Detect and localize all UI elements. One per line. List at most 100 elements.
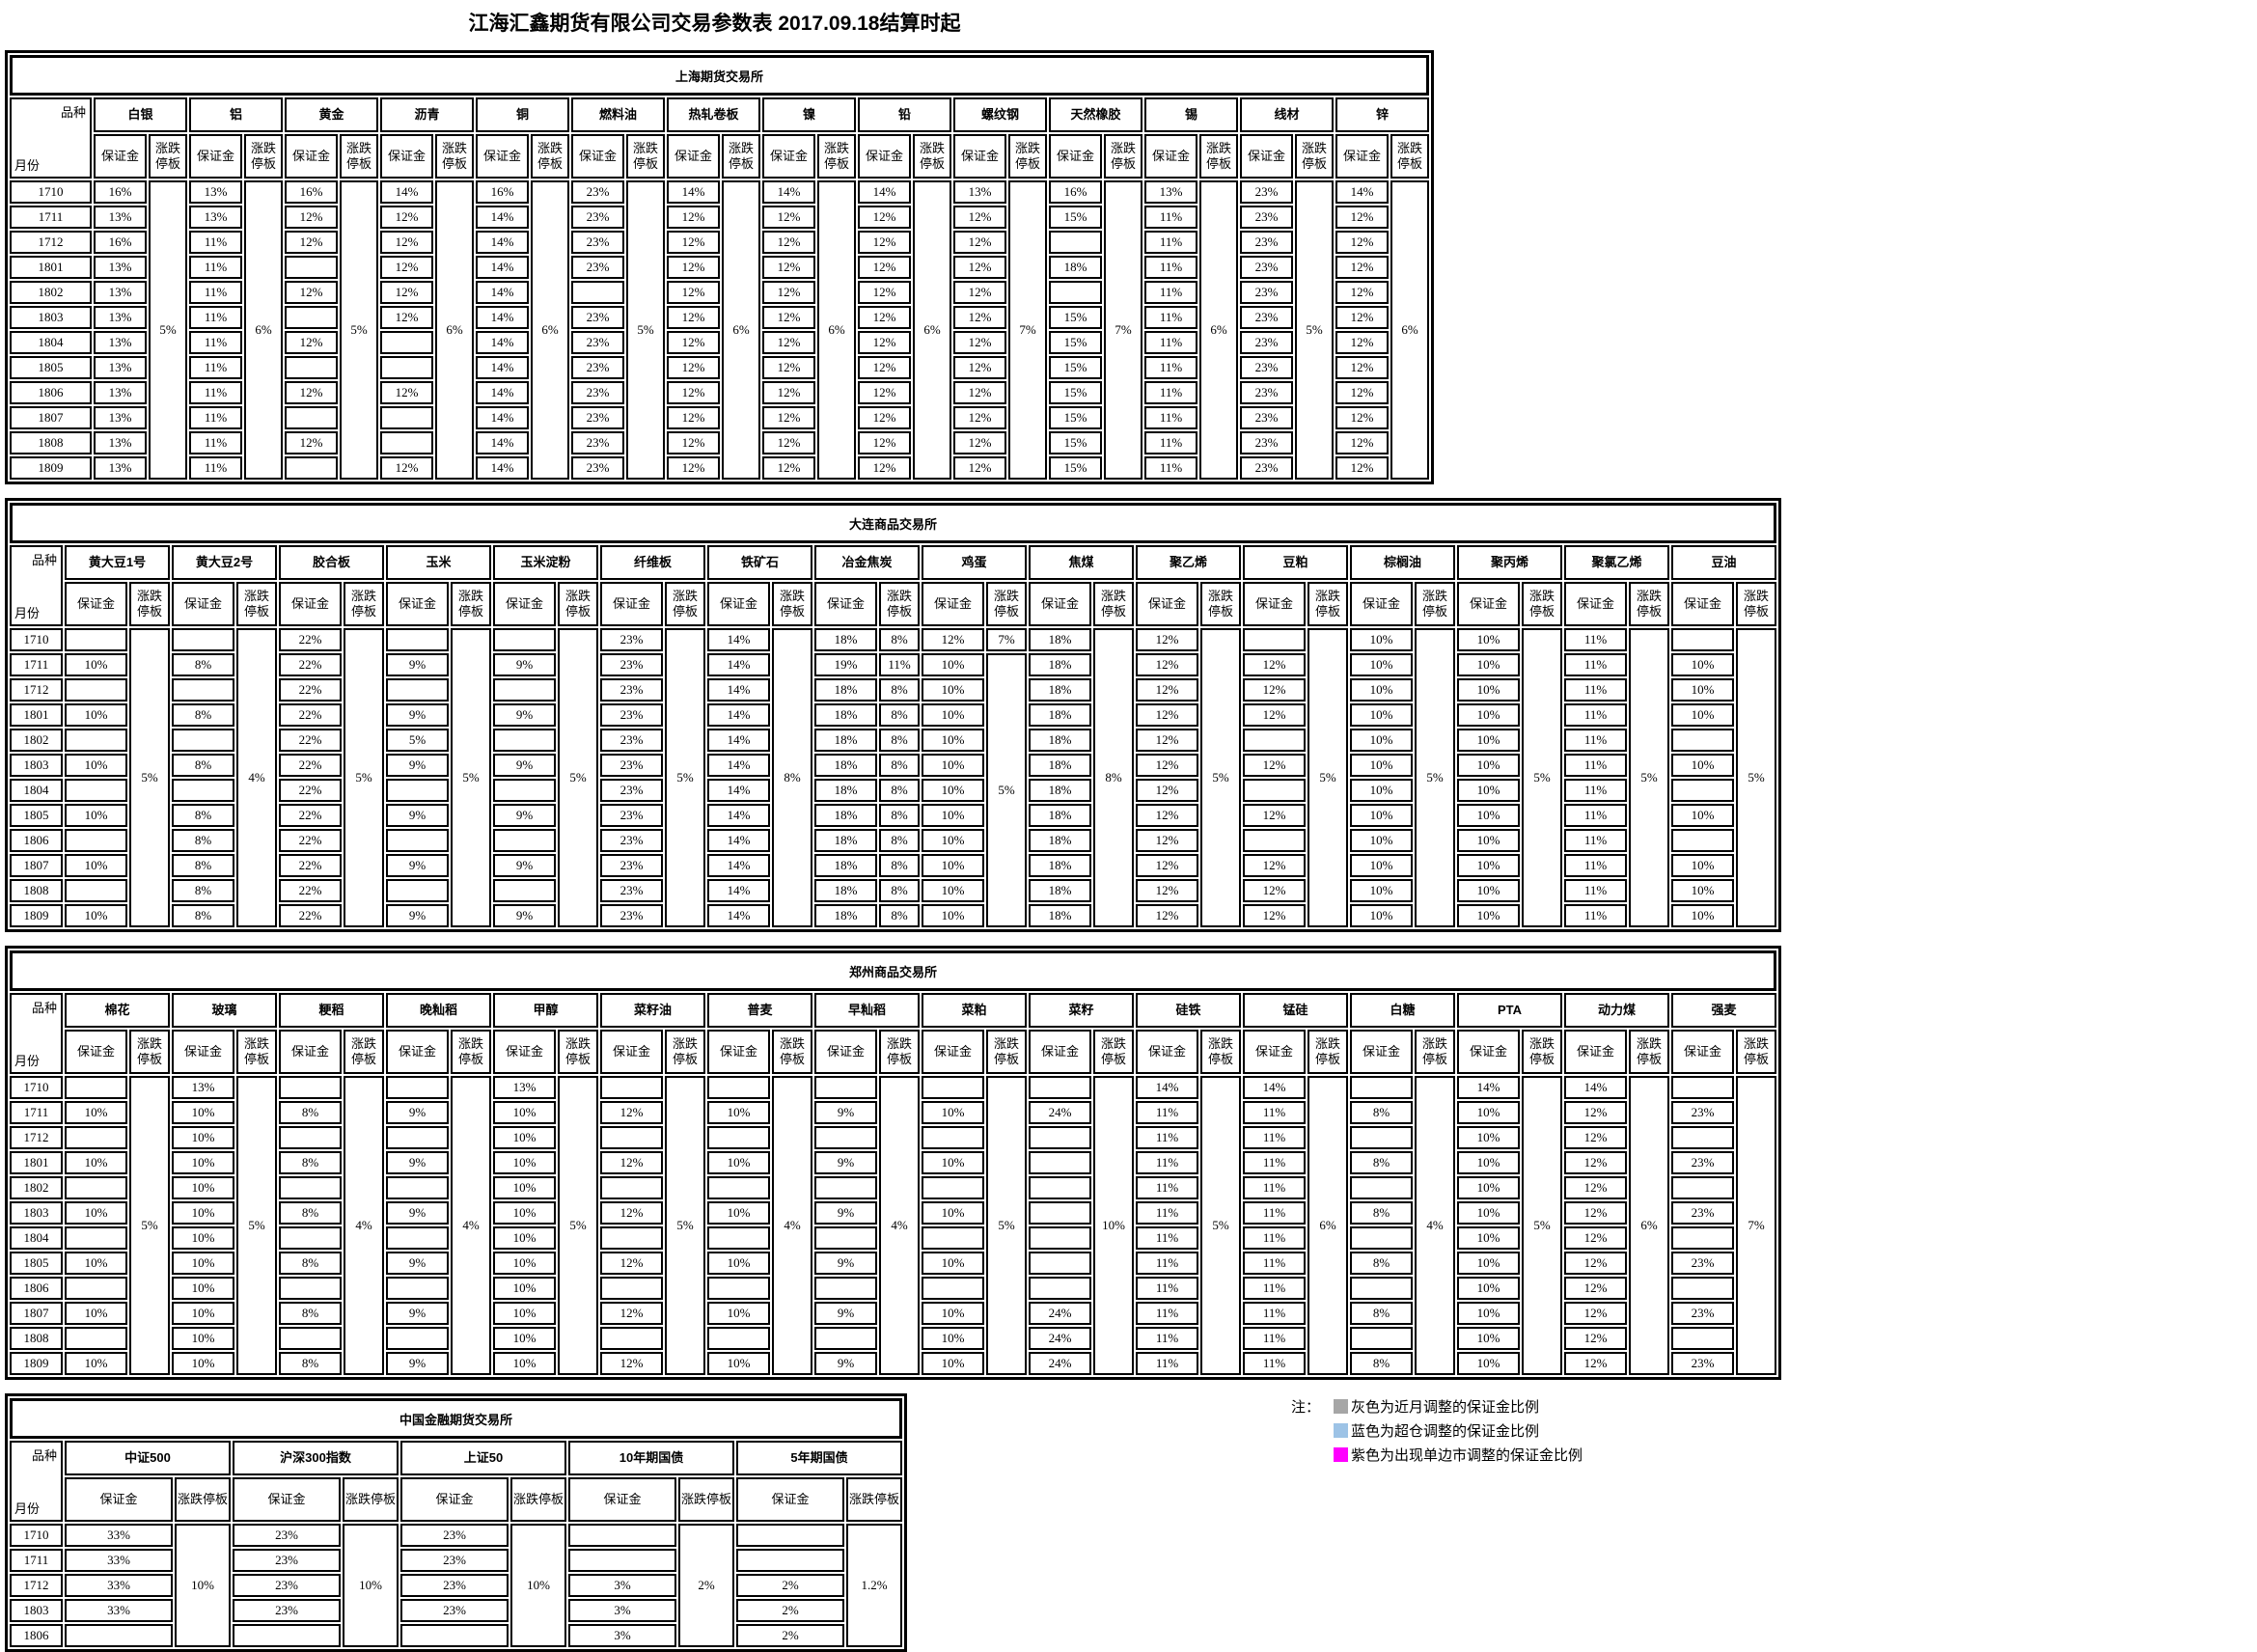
table-row: 1808 8% 22% 23% 14% 18% 8% 10% 18% 12% 12% 10% 10% 11… bbox=[10, 879, 1776, 902]
margin-cell: 10% bbox=[1457, 1226, 1520, 1250]
margin-cell: 12% bbox=[1136, 879, 1198, 902]
margin-cell: 13% bbox=[1144, 180, 1197, 204]
margin-cell bbox=[65, 678, 127, 702]
month-cell: 1803 bbox=[10, 1599, 63, 1622]
margin-cell bbox=[1350, 1176, 1413, 1199]
margin-cell: 8% bbox=[172, 804, 234, 827]
margin-cell: 22% bbox=[279, 678, 342, 702]
margin-cell: 10% bbox=[1671, 854, 1734, 877]
margin-cell: 11% bbox=[1136, 1226, 1198, 1250]
margin-cell: 23% bbox=[571, 456, 624, 480]
product-header: 棉花 bbox=[65, 993, 170, 1028]
margin-cell: 13% bbox=[94, 331, 147, 354]
margin-cell: 23% bbox=[1240, 356, 1293, 379]
margin-cell: 11% bbox=[1564, 904, 1627, 927]
margin-cell: 14% bbox=[476, 356, 529, 379]
product-header: 10年期国债 bbox=[568, 1441, 734, 1475]
margin-cell: 12% bbox=[600, 1201, 663, 1225]
margin-cell: 8% bbox=[1350, 1201, 1413, 1225]
product-header: 鸡蛋 bbox=[922, 545, 1027, 580]
margin-subheader: 保证金 bbox=[707, 1030, 770, 1074]
margin-cell: 10% bbox=[707, 1201, 770, 1225]
margin-cell: 10% bbox=[1350, 653, 1413, 676]
margin-cell: 10% bbox=[922, 1327, 984, 1350]
margin-cell: 12% bbox=[1243, 904, 1306, 927]
margin-cell bbox=[1350, 1327, 1413, 1350]
margin-cell: 11% bbox=[1564, 854, 1627, 877]
margin-cell bbox=[285, 306, 338, 329]
margin-cell: 10% bbox=[922, 678, 984, 702]
margin-subheader: 保证金 bbox=[1335, 134, 1389, 179]
margin-cell: 12% bbox=[858, 281, 911, 304]
margin-cell: 11% bbox=[1136, 1176, 1198, 1199]
margin-cell bbox=[922, 1126, 984, 1149]
legend: 注： 灰色为近月调整的保证金比例 蓝色为超仓调整的保证金比例 紫色为出现单边市调… bbox=[1291, 1394, 1583, 1467]
margin-cell: 10% bbox=[493, 1101, 556, 1124]
margin-cell bbox=[65, 1624, 173, 1647]
margin-subheader: 保证金 bbox=[1350, 1030, 1413, 1074]
margin-cell: 11% bbox=[189, 281, 242, 304]
margin-cell: 12% bbox=[667, 306, 720, 329]
margin-cell: 11% bbox=[1144, 456, 1197, 480]
margin-cell: 14% bbox=[476, 306, 529, 329]
product-header: 白银 bbox=[94, 97, 187, 132]
margin-cell bbox=[65, 879, 127, 902]
exchange-title: 中国金融期货交易所 bbox=[10, 1398, 902, 1439]
margin-cell bbox=[571, 281, 624, 304]
margin-cell: 10% bbox=[65, 1101, 127, 1124]
limit-cell: 10% bbox=[343, 1524, 399, 1647]
margin-cell bbox=[279, 1277, 342, 1300]
margin-cell: 3% bbox=[568, 1574, 676, 1597]
margin-cell: 23% bbox=[600, 904, 663, 927]
margin-subheader: 保证金 bbox=[279, 582, 342, 626]
product-header: 铁矿石 bbox=[707, 545, 812, 580]
limit-cell: 6% bbox=[1629, 1076, 1669, 1375]
margin-cell: 23% bbox=[233, 1549, 341, 1572]
margin-cell: 10% bbox=[1457, 729, 1520, 752]
margin-cell: 15% bbox=[1049, 431, 1102, 454]
margin-cell bbox=[1049, 231, 1102, 254]
margin-cell: 10% bbox=[1350, 703, 1413, 727]
margin-subheader: 保证金 bbox=[1240, 134, 1293, 179]
product-header: 晚籼稻 bbox=[386, 993, 491, 1028]
margin-cell: 18% bbox=[814, 804, 877, 827]
margin-cell bbox=[1671, 729, 1734, 752]
margin-cell: 12% bbox=[953, 281, 1006, 304]
margin-cell: 23% bbox=[600, 754, 663, 777]
month-cell: 1803 bbox=[10, 754, 63, 777]
limit-subheader: 涨跌停板 bbox=[678, 1477, 734, 1522]
margin-cell: 12% bbox=[1335, 206, 1389, 229]
margin-cell: 10% bbox=[172, 1327, 234, 1350]
margin-cell: 14% bbox=[476, 431, 529, 454]
margin-cell: 10% bbox=[1457, 1302, 1520, 1325]
margin-cell: 10% bbox=[1350, 879, 1413, 902]
product-header: 聚丙烯 bbox=[1457, 545, 1562, 580]
limit-subheader: 涨跌停板 bbox=[1307, 582, 1348, 626]
margin-cell: 10% bbox=[65, 804, 127, 827]
margin-cell: 23% bbox=[571, 231, 624, 254]
margin-subheader: 保证金 bbox=[476, 134, 529, 179]
margin-cell: 10% bbox=[65, 1352, 127, 1375]
limit-cell: 8% bbox=[879, 779, 920, 802]
margin-cell: 2% bbox=[736, 1624, 844, 1647]
margin-cell: 10% bbox=[922, 729, 984, 752]
margin-cell: 24% bbox=[1029, 1352, 1091, 1375]
margin-cell: 15% bbox=[1049, 356, 1102, 379]
margin-cell: 13% bbox=[189, 180, 242, 204]
margin-cell bbox=[736, 1549, 844, 1572]
limit-subheader: 涨跌停板 bbox=[1415, 1030, 1455, 1074]
limit-subheader: 涨跌停板 bbox=[1008, 134, 1047, 179]
margin-cell: 12% bbox=[1136, 904, 1198, 927]
corner-top-label: 品种 bbox=[60, 105, 86, 120]
margin-cell: 11% bbox=[189, 306, 242, 329]
margin-cell: 18% bbox=[1029, 854, 1091, 877]
margin-cell bbox=[65, 829, 127, 852]
margin-cell: 11% bbox=[189, 381, 242, 404]
margin-cell: 12% bbox=[1243, 703, 1306, 727]
margin-cell: 23% bbox=[1671, 1352, 1734, 1375]
margin-cell bbox=[400, 1624, 509, 1647]
corner-bottom-label: 月份 bbox=[14, 1501, 41, 1516]
margin-cell: 24% bbox=[1029, 1302, 1091, 1325]
corner-bottom-label: 月份 bbox=[14, 606, 41, 620]
margin-cell: 23% bbox=[600, 729, 663, 752]
